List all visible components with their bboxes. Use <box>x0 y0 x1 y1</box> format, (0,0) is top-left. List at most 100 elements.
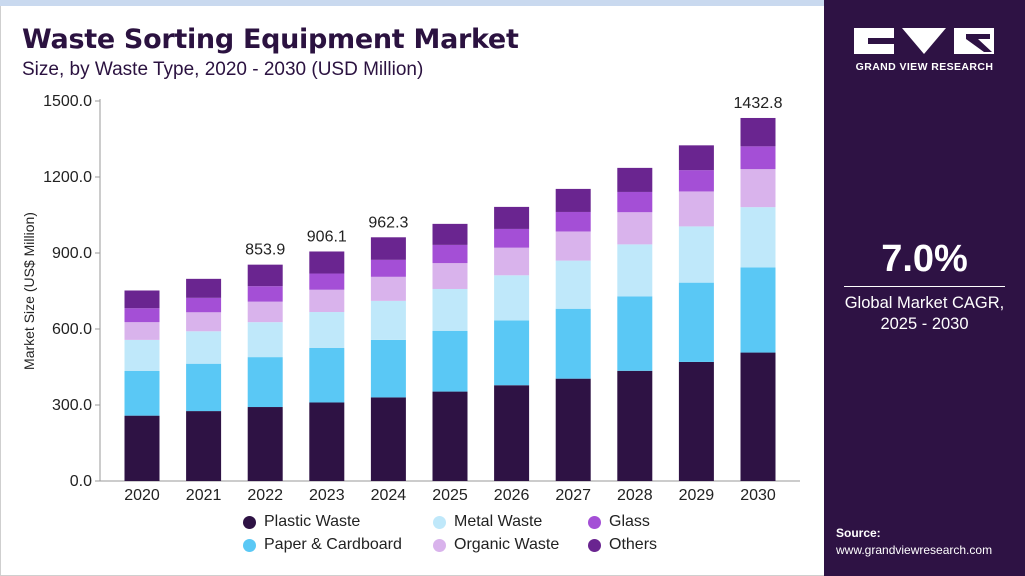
data-label-total-2023: 906.1 <box>307 228 347 245</box>
bar-organic-waste-2022 <box>247 301 283 323</box>
legend-swatch <box>588 515 601 529</box>
bar-others-2026 <box>494 206 530 229</box>
bar-others-2022 <box>247 264 283 287</box>
bar-organic-waste-2028 <box>617 212 653 245</box>
bar-paper-cardboard-2023 <box>309 348 345 403</box>
chart-subtitle: Size, by Waste Type, 2020 - 2030 (USD Mi… <box>22 59 424 80</box>
brand-name: GRAND VIEW RESEARCH <box>855 61 994 73</box>
bar-metal-waste-2023 <box>309 312 345 348</box>
y-axis-title: Market Size (US$ Million) <box>21 212 37 370</box>
y-tick-label: 0.0 <box>70 473 92 490</box>
legend-swatch <box>433 538 446 552</box>
x-tick-label: 2027 <box>555 487 591 504</box>
source-url[interactable]: www.grandviewresearch.com <box>836 543 993 557</box>
bar-chart: 0.0 300.0 600.0 900.0 1200.0 1500.0 Market Siz… <box>21 93 800 504</box>
bar-metal-waste-2026 <box>494 275 530 321</box>
legend-item-plastic-waste: Plastic Waste <box>243 513 360 531</box>
bar-glass-2029 <box>678 170 714 192</box>
bar-plastic-waste-2023 <box>309 402 345 481</box>
legend-label: Metal Waste <box>454 513 543 530</box>
legend-swatch <box>433 515 446 529</box>
legend-item-others: Others <box>588 536 657 554</box>
bar-plastic-waste-2024 <box>370 397 406 481</box>
bar-organic-waste-2025 <box>432 263 468 289</box>
x-tick-label: 2020 <box>124 487 160 504</box>
x-tick-label: 2023 <box>309 487 345 504</box>
bar-metal-waste-2021 <box>186 331 222 364</box>
cagr-label: Global Market CAGR, 2025 - 2030 <box>824 293 1025 335</box>
data-label-total-2030: 1432.8 <box>734 95 783 112</box>
stacked-bars <box>124 117 776 481</box>
bar-others-2030 <box>740 117 776 147</box>
bar-glass-2028 <box>617 191 653 213</box>
legend-label: Organic Waste <box>454 536 560 553</box>
bar-metal-waste-2030 <box>740 207 776 268</box>
bar-paper-cardboard-2025 <box>432 330 468 392</box>
bar-metal-waste-2029 <box>678 226 714 283</box>
bar-glass-2022 <box>247 286 283 302</box>
legend-item-paper-cardboard: Paper & Cardboard <box>243 536 402 554</box>
bar-others-2028 <box>617 167 653 192</box>
bar-paper-cardboard-2026 <box>494 320 530 386</box>
bar-organic-waste-2023 <box>309 289 345 313</box>
bar-others-2024 <box>370 237 406 260</box>
data-label-total-2024: 962.3 <box>368 214 408 231</box>
bar-organic-waste-2030 <box>740 169 776 208</box>
y-tick-label: 900.0 <box>52 245 92 262</box>
cagr-divider <box>844 286 1005 287</box>
bar-others-2021 <box>186 278 222 298</box>
bar-organic-waste-2029 <box>678 191 714 227</box>
x-tick-label: 2021 <box>186 487 222 504</box>
bar-glass-2023 <box>309 273 345 290</box>
legend-item-glass: Glass <box>588 513 650 531</box>
bar-metal-waste-2027 <box>555 260 591 309</box>
legend-swatch <box>243 515 256 529</box>
bar-plastic-waste-2021 <box>186 411 222 481</box>
bar-paper-cardboard-2027 <box>555 308 591 379</box>
data-label-total-2022: 853.9 <box>245 242 285 259</box>
bar-metal-waste-2024 <box>370 300 406 340</box>
bar-plastic-waste-2020 <box>124 415 160 481</box>
bar-organic-waste-2024 <box>370 276 406 301</box>
bar-metal-waste-2028 <box>617 244 653 297</box>
bar-plastic-waste-2027 <box>555 378 591 481</box>
source-label: Source: <box>836 526 881 540</box>
cagr-label-line1: Global Market CAGR, <box>844 294 1005 312</box>
x-tick-label: 2030 <box>740 487 776 504</box>
y-tick-label: 1500.0 <box>43 93 92 110</box>
x-tick-label: 2028 <box>617 487 653 504</box>
bar-organic-waste-2027 <box>555 231 591 261</box>
side-panel: GRAND VIEW RESEARCH 7.0% Global Market C… <box>824 0 1025 576</box>
bar-organic-waste-2021 <box>186 312 222 332</box>
bar-paper-cardboard-2021 <box>186 363 222 412</box>
bar-paper-cardboard-2029 <box>678 282 714 362</box>
legend-swatch <box>588 538 601 552</box>
legend-label: Glass <box>609 513 650 530</box>
bar-metal-waste-2022 <box>247 322 283 358</box>
bar-metal-waste-2025 <box>432 288 468 331</box>
bar-plastic-waste-2028 <box>617 370 653 481</box>
x-tick-label: 2029 <box>679 487 715 504</box>
bar-glass-2020 <box>124 308 160 323</box>
bar-plastic-waste-2022 <box>247 407 283 481</box>
legend-label: Paper & Cardboard <box>264 536 402 553</box>
x-tick-label: 2024 <box>371 487 407 504</box>
x-tick-label: 2026 <box>494 487 530 504</box>
y-tick-label: 1200.0 <box>43 169 92 186</box>
bar-others-2029 <box>678 145 714 171</box>
bar-plastic-waste-2029 <box>678 361 714 481</box>
grand-view-research-logo-icon <box>854 28 994 54</box>
axis-labels: 0.0 300.0 600.0 900.0 1200.0 1500.0 Market Siz… <box>21 93 783 504</box>
x-tick-label: 2025 <box>432 487 468 504</box>
cagr-value: 7.0% <box>881 238 968 280</box>
legend-swatch <box>243 538 256 552</box>
bar-metal-waste-2020 <box>124 339 160 371</box>
bar-glass-2021 <box>186 297 222 313</box>
bar-organic-waste-2026 <box>494 247 530 276</box>
legend-label: Others <box>609 536 658 553</box>
bar-paper-cardboard-2028 <box>617 296 653 371</box>
bar-paper-cardboard-2024 <box>370 339 406 398</box>
y-tick-label: 600.0 <box>52 321 92 338</box>
bar-glass-2027 <box>555 211 591 232</box>
y-tick-label: 300.0 <box>52 397 92 414</box>
